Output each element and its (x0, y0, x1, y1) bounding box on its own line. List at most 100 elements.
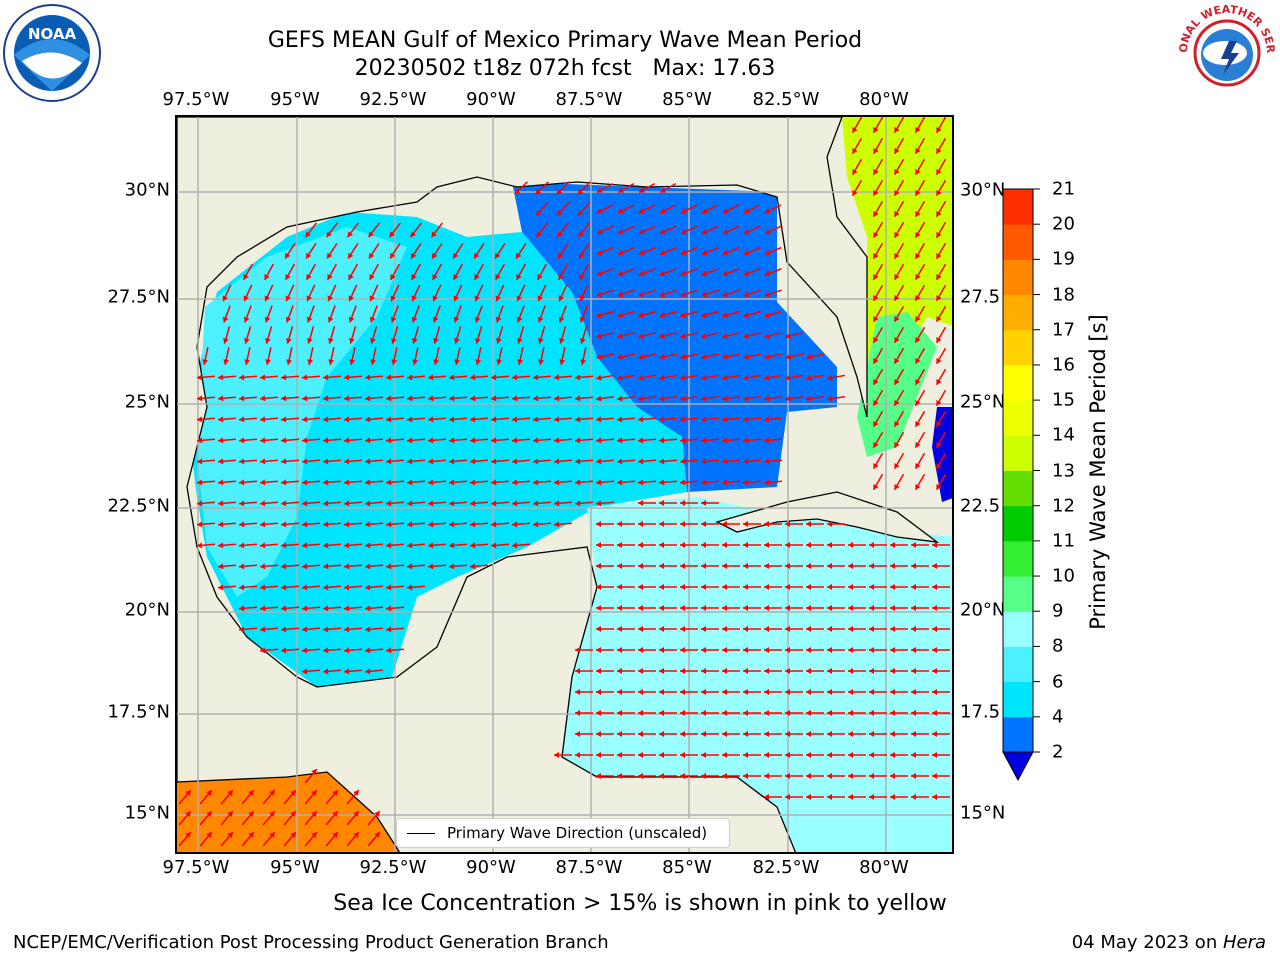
wave-arrow-96 (284, 263, 296, 281)
lon-label-bottom-7: 80°W (859, 857, 909, 878)
wave-arrow-607 (701, 605, 719, 611)
wave-arrow-766 (617, 773, 635, 779)
wave-arrow-759 (848, 752, 866, 758)
wave-arrow-61 (743, 225, 761, 235)
wave-arrow-504 (196, 542, 216, 549)
wave-arrow-174 (617, 310, 635, 319)
wave-arrow-405 (595, 458, 615, 465)
wave-arrow-82 (617, 246, 635, 256)
system-name: Hera (1222, 932, 1266, 953)
wave-arrow-502 (806, 521, 824, 527)
wave-arrow-494 (638, 521, 656, 527)
wave-arrow-53 (577, 222, 591, 238)
wave-arrow-790 (346, 789, 360, 805)
wave-arrow-244 (743, 353, 761, 360)
wave-arrow-525 (701, 542, 719, 548)
wave-arrow-238 (617, 353, 635, 360)
wave-arrow-101 (389, 263, 401, 281)
wave-arrow-444 (742, 479, 762, 486)
wave-arrow-613 (827, 605, 845, 611)
wave-arrow-337 (511, 416, 531, 423)
wave-arrow-232 (496, 347, 503, 365)
wave-arrow-76 (473, 243, 485, 259)
wave-arrow-28 (535, 201, 549, 217)
wave-arrow-29 (556, 201, 570, 217)
wave-arrow-263 (427, 374, 447, 381)
wave-arrow-707 (911, 689, 929, 695)
wave-arrow-164 (411, 305, 420, 323)
wave-arrow-72 (389, 243, 401, 259)
wave-arrow-287 (196, 395, 216, 402)
wave-arrow-535 (911, 542, 929, 548)
wave-arrow-324 (238, 416, 258, 423)
wave-arrow-772 (743, 773, 761, 779)
wave-arrow-581 (680, 584, 698, 590)
wave-arrow-816 (304, 831, 318, 847)
wave-arrow-577 (596, 584, 614, 590)
lon-label-bottom-3: 90°W (466, 857, 516, 878)
wave-arrow-470 (638, 500, 656, 506)
wave-arrow-286 (935, 368, 947, 386)
wave-arrow-63 (872, 221, 884, 239)
wave-arrow-74 (431, 243, 443, 259)
wave-arrow-437 (595, 479, 615, 486)
wave-arrow-85 (680, 246, 698, 256)
wave-arrow-317 (826, 395, 846, 402)
wave-arrow-5 (851, 137, 863, 155)
wave-arrow-269 (553, 374, 573, 381)
wave-arrow-336 (490, 416, 510, 423)
wave-arrow-627 (596, 626, 614, 632)
lon-label-bottom-0: 97.5°W (162, 857, 230, 878)
wave-arrow-97 (305, 263, 317, 281)
wave-arrow-641 (890, 626, 908, 632)
wave-arrow-631 (680, 626, 698, 632)
wave-arrow-395 (385, 458, 405, 465)
region-period-6-8-west (197, 227, 407, 597)
wave-arrow-522 (638, 542, 656, 548)
wave-arrow-343 (637, 416, 657, 423)
wave-arrow-634 (743, 626, 761, 632)
wave-arrow-400 (490, 458, 510, 465)
wave-arrow-146 (680, 289, 698, 298)
wave-arrow-65 (914, 221, 926, 239)
colorbar-band-3 (1003, 611, 1033, 647)
wave-arrow-117 (722, 268, 740, 277)
wave-arrow-606 (680, 605, 698, 611)
wave-arrow-430 (448, 479, 468, 486)
wave-arrow-16 (535, 181, 549, 195)
wave-arrow-546 (406, 563, 426, 570)
wave-arrow-617 (911, 605, 929, 611)
wave-arrow-440 (658, 479, 678, 486)
wave-arrow-302 (511, 395, 531, 402)
wave-arrow-605 (659, 605, 677, 611)
wave-arrow-771 (722, 773, 740, 779)
wave-arrow-14 (935, 158, 947, 176)
wave-arrow-9 (935, 137, 947, 155)
wave-arrow-661 (785, 647, 803, 653)
wave-arrow-176 (659, 310, 677, 319)
wave-arrow-670 (322, 668, 342, 675)
wave-arrow-722 (848, 710, 866, 716)
wave-arrow-247 (806, 353, 824, 360)
wave-arrow-122 (914, 263, 926, 281)
wave-arrow-180 (743, 310, 761, 319)
wave-arrow-243 (722, 353, 740, 360)
wave-arrow-540 (280, 563, 300, 570)
wave-arrow-685 (827, 668, 845, 674)
wave-arrow-242 (701, 353, 719, 360)
wave-arrow-37 (722, 204, 740, 214)
wave-arrow-480 (322, 521, 342, 528)
wave-arrow-451 (217, 500, 237, 507)
wave-arrow-44 (304, 222, 318, 238)
wave-arrow-106 (494, 263, 506, 281)
wave-arrow-738 (806, 731, 824, 737)
wave-arrow-637 (806, 626, 824, 632)
lon-label-top-4: 87.5°W (555, 89, 623, 110)
colorbar-label-13: 18 (1052, 284, 1075, 306)
wave-arrow-568 (238, 584, 258, 591)
wave-arrow-332 (406, 416, 426, 423)
wave-arrow-51 (535, 222, 549, 238)
wave-arrow-150 (764, 289, 782, 298)
colorbar-band-12 (1003, 294, 1033, 331)
wave-arrow-492 (596, 521, 614, 527)
